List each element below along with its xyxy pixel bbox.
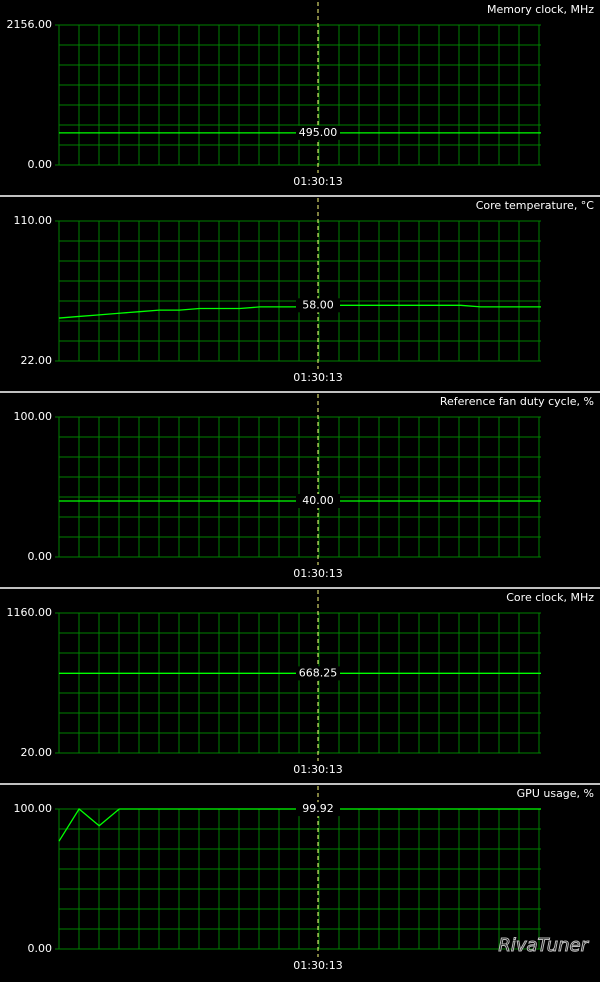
cursor-value: 668.25 [299,666,338,679]
chart-title: Core clock, MHz [506,591,594,604]
cursor-label-bg [296,666,340,681]
chart-title: Reference fan duty cycle, % [440,395,594,408]
chart-title: GPU usage, % [517,787,594,800]
y-tick-label: 110.00 [14,214,53,227]
cursor-time: 01:30:13 [293,567,342,580]
cursor-value: 40.00 [302,494,334,507]
panel: 0.00 100.00 Reference fan duty cycle, % 40.… [0,391,600,588]
cursor-label-bg [296,494,340,508]
y-tick-label: 0.00 [28,550,53,563]
panel: 0.00 2156.00 Memory clock, MHz 495.00 01:30:… [0,0,600,196]
cursor-label-bg [296,298,340,313]
y-tick-label: 0.00 [28,942,53,955]
panel: 20.00 1160.00 Core clock, MHz 668.25 01:30:1… [0,587,600,784]
panel: 0.00 100.00 GPU usage, % 99.92 01:30:13 RivaT… [0,783,600,980]
panel-bg [0,0,600,196]
cursor-value: 58.00 [302,298,334,311]
cursor-value: 99.92 [302,802,334,815]
y-tick-label: 0.00 [28,158,53,171]
panel-bg [0,196,600,392]
chart-title: Memory clock, MHz [487,3,594,16]
y-tick-label: 2156.00 [7,18,53,31]
panel-bg [0,588,600,784]
panel-bg [0,784,600,980]
cursor-time: 01:30:13 [293,959,342,972]
cursor-time: 01:30:13 [293,763,342,776]
cursor-time: 01:30:13 [293,175,342,188]
y-tick-label: 1160.00 [7,606,53,619]
chart-title: Core temperature, °C [476,199,595,212]
y-tick-label: 100.00 [14,410,53,423]
y-tick-label: 100.00 [14,802,53,815]
cursor-time: 01:30:13 [293,371,342,384]
panel-bg [0,392,600,588]
cursor-value: 495.00 [299,126,338,139]
watermark: RivaTuner [498,935,589,956]
y-tick-label: 22.00 [21,354,53,367]
y-tick-label: 20.00 [21,746,53,759]
panel: 22.00 110.00 Core temperature, °C 58.00 01:3… [0,195,600,392]
cursor-label-bg [296,802,340,817]
cursor-label-bg [296,125,340,140]
